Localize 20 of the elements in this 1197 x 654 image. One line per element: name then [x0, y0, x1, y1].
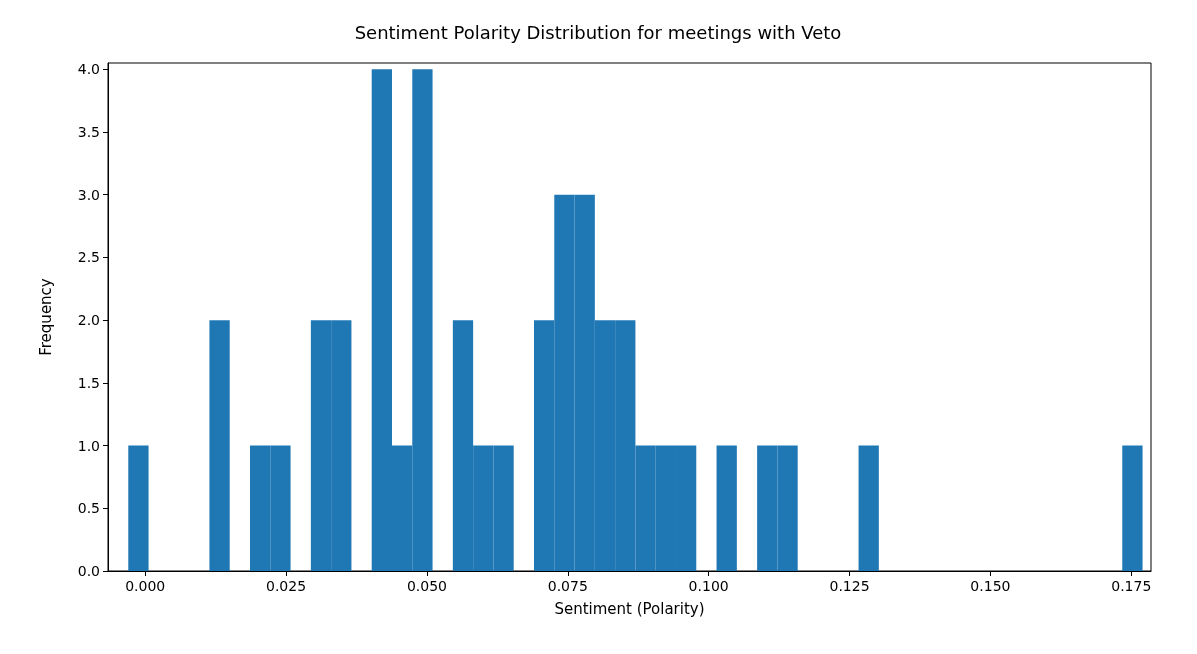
x-axis-title: Sentiment (Polarity) [554, 599, 705, 618]
x-tick-label: 0.100 [688, 578, 729, 594]
x-tick-label: 0.000 [125, 578, 166, 594]
y-tick-label: 1.0 [77, 437, 100, 454]
chart-title: Sentiment Polarity Distribution for meetings with Veto [354, 21, 842, 43]
x-tick-label: 0.075 [547, 578, 588, 594]
x-tick-label: 0.125 [829, 578, 870, 594]
y-tick-label: 3.0 [77, 186, 100, 203]
x-tick-label: 0.150 [970, 578, 1011, 594]
x-tick-label: 0.175 [1111, 578, 1152, 594]
x-tick-label: 0.025 [266, 578, 307, 594]
y-tick-label: 2.5 [77, 249, 100, 266]
y-tick-label: 2.0 [77, 312, 100, 329]
x-tick-label: 0.050 [406, 578, 447, 594]
y-tick-label: 0.0 [77, 563, 100, 579]
y-tick-label: 0.5 [77, 500, 100, 517]
y-tick-label: 1.5 [77, 374, 100, 391]
y-tick-label: 3.5 [77, 123, 100, 140]
y-axis-title: Frequency [36, 278, 55, 356]
y-tick-label: 4.0 [77, 61, 100, 78]
